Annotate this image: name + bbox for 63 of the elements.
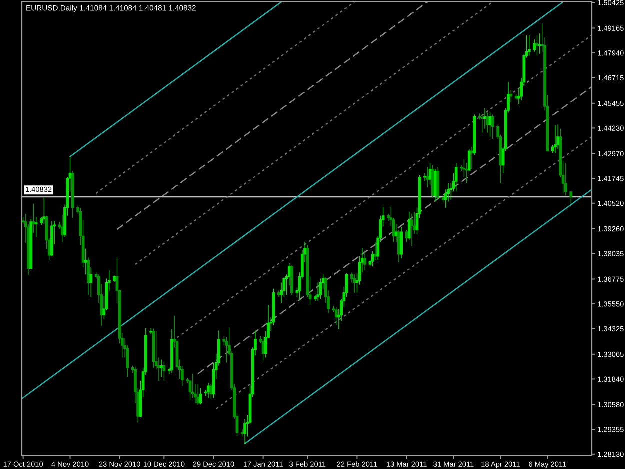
candlestick [244, 419, 246, 445]
candlestick [538, 33, 542, 54]
candlestick [60, 214, 64, 243]
candlestick [486, 112, 490, 134]
candlestick [353, 274, 356, 294]
candlestick [491, 114, 494, 140]
candlestick [528, 35, 531, 56]
candlestick [42, 197, 46, 224]
candlestick [34, 216, 38, 238]
candlestick [410, 214, 414, 247]
candlestick [480, 114, 484, 134]
candlestick [371, 251, 374, 267]
candlestick [290, 265, 294, 296]
candlestick [428, 162, 432, 186]
candlestick [484, 108, 486, 130]
candlestick [160, 359, 164, 378]
candlestick [150, 328, 153, 335]
candlestick [426, 166, 430, 188]
candlestick [465, 162, 468, 184]
candlestick [32, 203, 36, 234]
candlestick [334, 306, 338, 326]
candlestick [364, 252, 366, 271]
candlestick [473, 114, 476, 156]
candlestick [71, 171, 74, 218]
candlestick [30, 218, 33, 270]
candlestick [408, 212, 411, 241]
candlestick [394, 224, 398, 243]
candlestick [536, 35, 539, 56]
candlestick [374, 242, 377, 261]
candlestick [199, 388, 202, 405]
candlestick [424, 173, 426, 182]
candlestick [170, 329, 174, 374]
candlestick [113, 275, 116, 282]
candlestick [398, 230, 400, 263]
candlestick [442, 195, 445, 204]
candlestick [196, 384, 200, 406]
candlestick [454, 162, 458, 192]
candlestick [240, 429, 244, 438]
candlestick [514, 94, 518, 101]
candlestick [556, 124, 560, 150]
candlestick [468, 148, 471, 172]
candlestick [400, 226, 404, 259]
candlestick [262, 336, 265, 362]
candlestick [162, 361, 166, 382]
candlestick [207, 382, 210, 399]
candlestick [554, 125, 557, 154]
candlestick [470, 146, 474, 170]
candlestick [533, 39, 536, 52]
candlestick [90, 267, 93, 298]
candlestick [50, 220, 54, 257]
candlestick [510, 90, 513, 103]
candlestick [319, 278, 322, 300]
candlestick [316, 282, 320, 302]
candlestick [488, 112, 492, 138]
candlestick [570, 192, 573, 205]
candlestick [210, 384, 213, 400]
candlestick [84, 248, 88, 276]
candlestick [405, 230, 408, 243]
candlestick [434, 168, 437, 202]
candlestick [278, 290, 280, 298]
candlestick [87, 257, 90, 296]
candlestick [564, 162, 568, 196]
candlestick [436, 166, 440, 200]
